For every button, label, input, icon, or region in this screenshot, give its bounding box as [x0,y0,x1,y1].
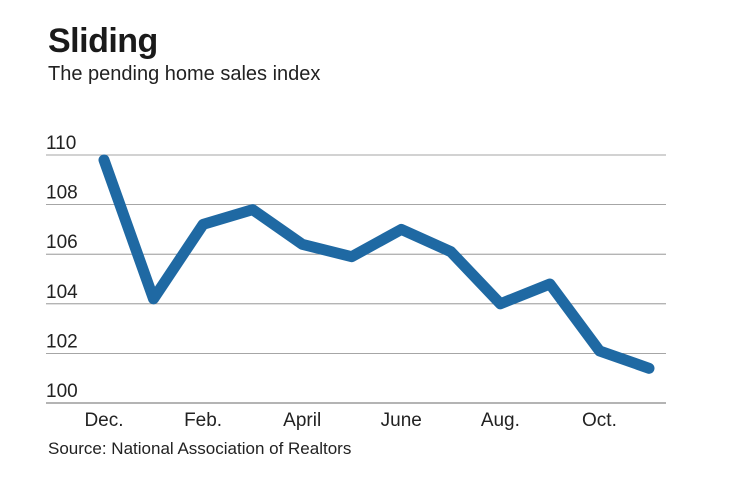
x-axis-tick-labels: Dec. Feb. April June Aug. Oct. [84,410,616,431]
x-tick-label: Dec. [84,410,123,431]
gridlines [46,154,666,404]
y-tick-label: 108 [46,183,78,204]
x-tick-label: Feb. [184,410,222,431]
x-tick-label: Aug. [481,410,520,431]
y-axis-tick-labels: 100 102 104 106 108 110 [46,133,78,402]
series-line [98,154,655,374]
y-tick-label: 100 [46,381,78,402]
y-tick-label: 110 [46,133,76,154]
x-tick-label: Oct. [582,410,617,431]
y-tick-label: 104 [46,282,78,303]
x-tick-label: June [381,410,422,431]
y-tick-label: 102 [46,331,78,352]
series-group [98,154,655,374]
y-tick-label: 106 [46,232,78,253]
chart-subtitle: The pending home sales index [48,63,321,85]
x-tick-label: April [283,410,321,431]
chart-title: Sliding [48,22,158,60]
source-note: Source: National Association of Realtors [48,439,352,458]
